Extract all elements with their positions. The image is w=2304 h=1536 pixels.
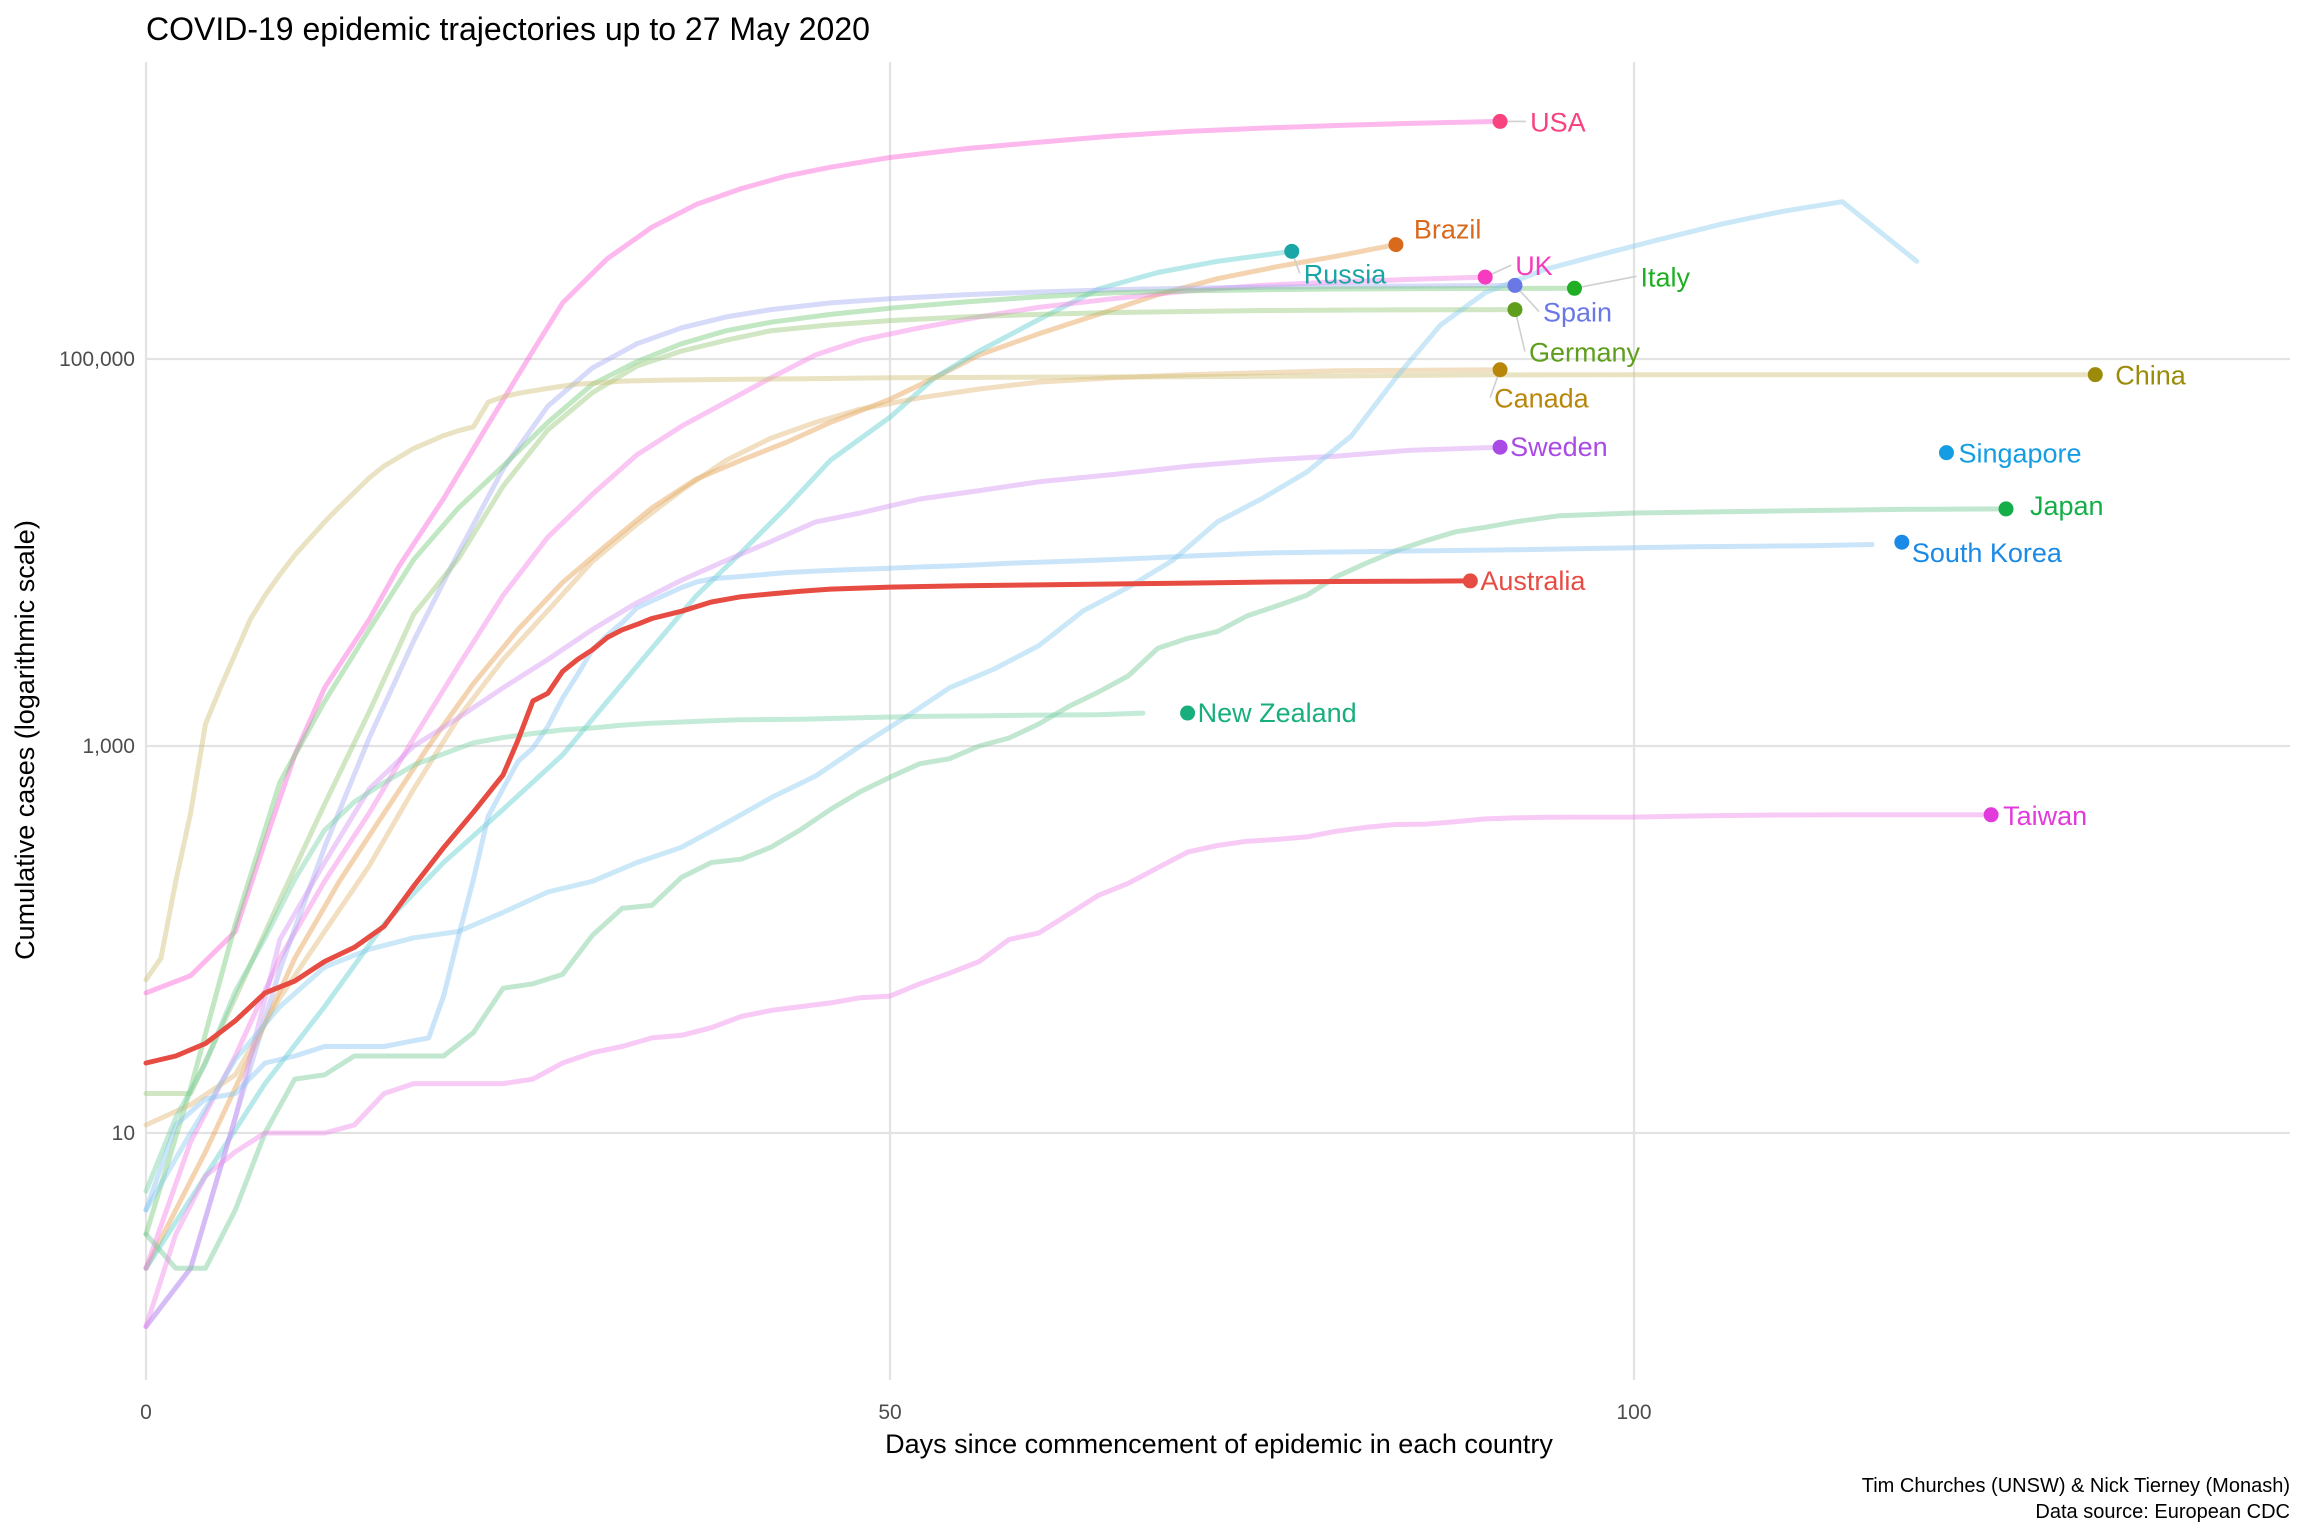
country-label-usa: USA (1530, 107, 1586, 137)
series-line-brazil (143, 242, 1399, 1271)
country-label-germany: Germany (1529, 338, 1641, 368)
country-label-australia: Australia (1480, 566, 1586, 596)
end-point-singapore (1938, 445, 1954, 461)
end-point-germany (1507, 302, 1523, 318)
end-point-australia (1462, 573, 1478, 589)
country-label-uk: UK (1515, 251, 1553, 281)
end-point-russia (1284, 243, 1300, 259)
end-points (1180, 113, 2103, 823)
x-tick-label: 0 (140, 1401, 152, 1424)
end-point-south-korea (1894, 534, 1910, 550)
series-line-italy (143, 285, 1577, 1237)
series-line-usa (143, 118, 1503, 996)
country-label-south-korea: South Korea (1912, 538, 2063, 568)
series-line-canada (143, 367, 1503, 1128)
series-line-china (143, 372, 2098, 983)
country-label-sweden: Sweden (1510, 432, 1608, 462)
end-point-china (2087, 367, 2103, 383)
label-connector-italy (1574, 275, 1637, 290)
series-line-taiwan (143, 812, 1994, 1329)
series-line-uk (143, 274, 1488, 1271)
chart-title: COVID-19 epidemic trajectories up to 27 … (146, 11, 870, 47)
end-point-canada (1492, 362, 1508, 378)
x-tick-label: 50 (878, 1401, 901, 1424)
series-line-sweden (143, 444, 1503, 1329)
series-line-australia (143, 578, 1473, 1066)
end-point-brazil (1388, 237, 1404, 253)
end-point-sweden (1492, 439, 1508, 455)
x-axis-title: Days since commencement of epidemic in e… (885, 1429, 1553, 1459)
country-label-russia: Russia (1304, 259, 1388, 289)
tick-labels: 0 50 100 10 1,000 100,000 (59, 348, 1651, 1424)
series-lines (143, 118, 2098, 1329)
country-labels: USA Brazil Russia UK Spain Italy Germany Canada… (1198, 107, 2187, 830)
y-tick-label: 1,000 (82, 735, 135, 758)
series-line-new-zealand (143, 710, 1146, 1194)
country-label-china: China (2115, 361, 2187, 391)
series-line-spain (143, 282, 1518, 1329)
end-point-italy (1566, 280, 1582, 296)
grid (144, 62, 2290, 1380)
country-label-new-zealand: New Zealand (1198, 698, 1357, 728)
series-line-russia (143, 248, 1295, 1271)
series-line-japan (143, 506, 2009, 1271)
series-line-singapore (143, 199, 1920, 1213)
country-label-singapore: Singapore (1958, 439, 2081, 469)
end-point-new-zealand (1180, 705, 1196, 721)
y-tick-label: 100,000 (59, 348, 135, 371)
end-point-japan (1998, 501, 2014, 517)
end-point-spain (1507, 277, 1523, 293)
country-label-spain: Spain (1543, 297, 1612, 327)
series-line-germany (143, 307, 1518, 1096)
caption-authors: Tim Churches (UNSW) & Nick Tierney (Mona… (1862, 1475, 2290, 1497)
y-axis-title: Cumulative cases (logarithmic scale) (10, 520, 40, 960)
country-label-taiwan: Taiwan (2003, 801, 2087, 831)
country-label-japan: Japan (2030, 491, 2104, 521)
x-tick-label: 100 (1616, 1401, 1651, 1424)
country-label-canada: Canada (1494, 384, 1590, 414)
end-point-usa (1492, 113, 1508, 129)
country-label-italy: Italy (1640, 262, 1690, 292)
country-label-brazil: Brazil (1414, 215, 1482, 245)
end-point-taiwan (1983, 807, 1999, 823)
highlight-series (143, 578, 1473, 1066)
caption-source: Data source: European CDC (2035, 1501, 2290, 1523)
y-tick-label: 10 (112, 1122, 135, 1145)
end-point-uk (1477, 269, 1493, 285)
series-line-south-korea (143, 542, 1875, 1213)
